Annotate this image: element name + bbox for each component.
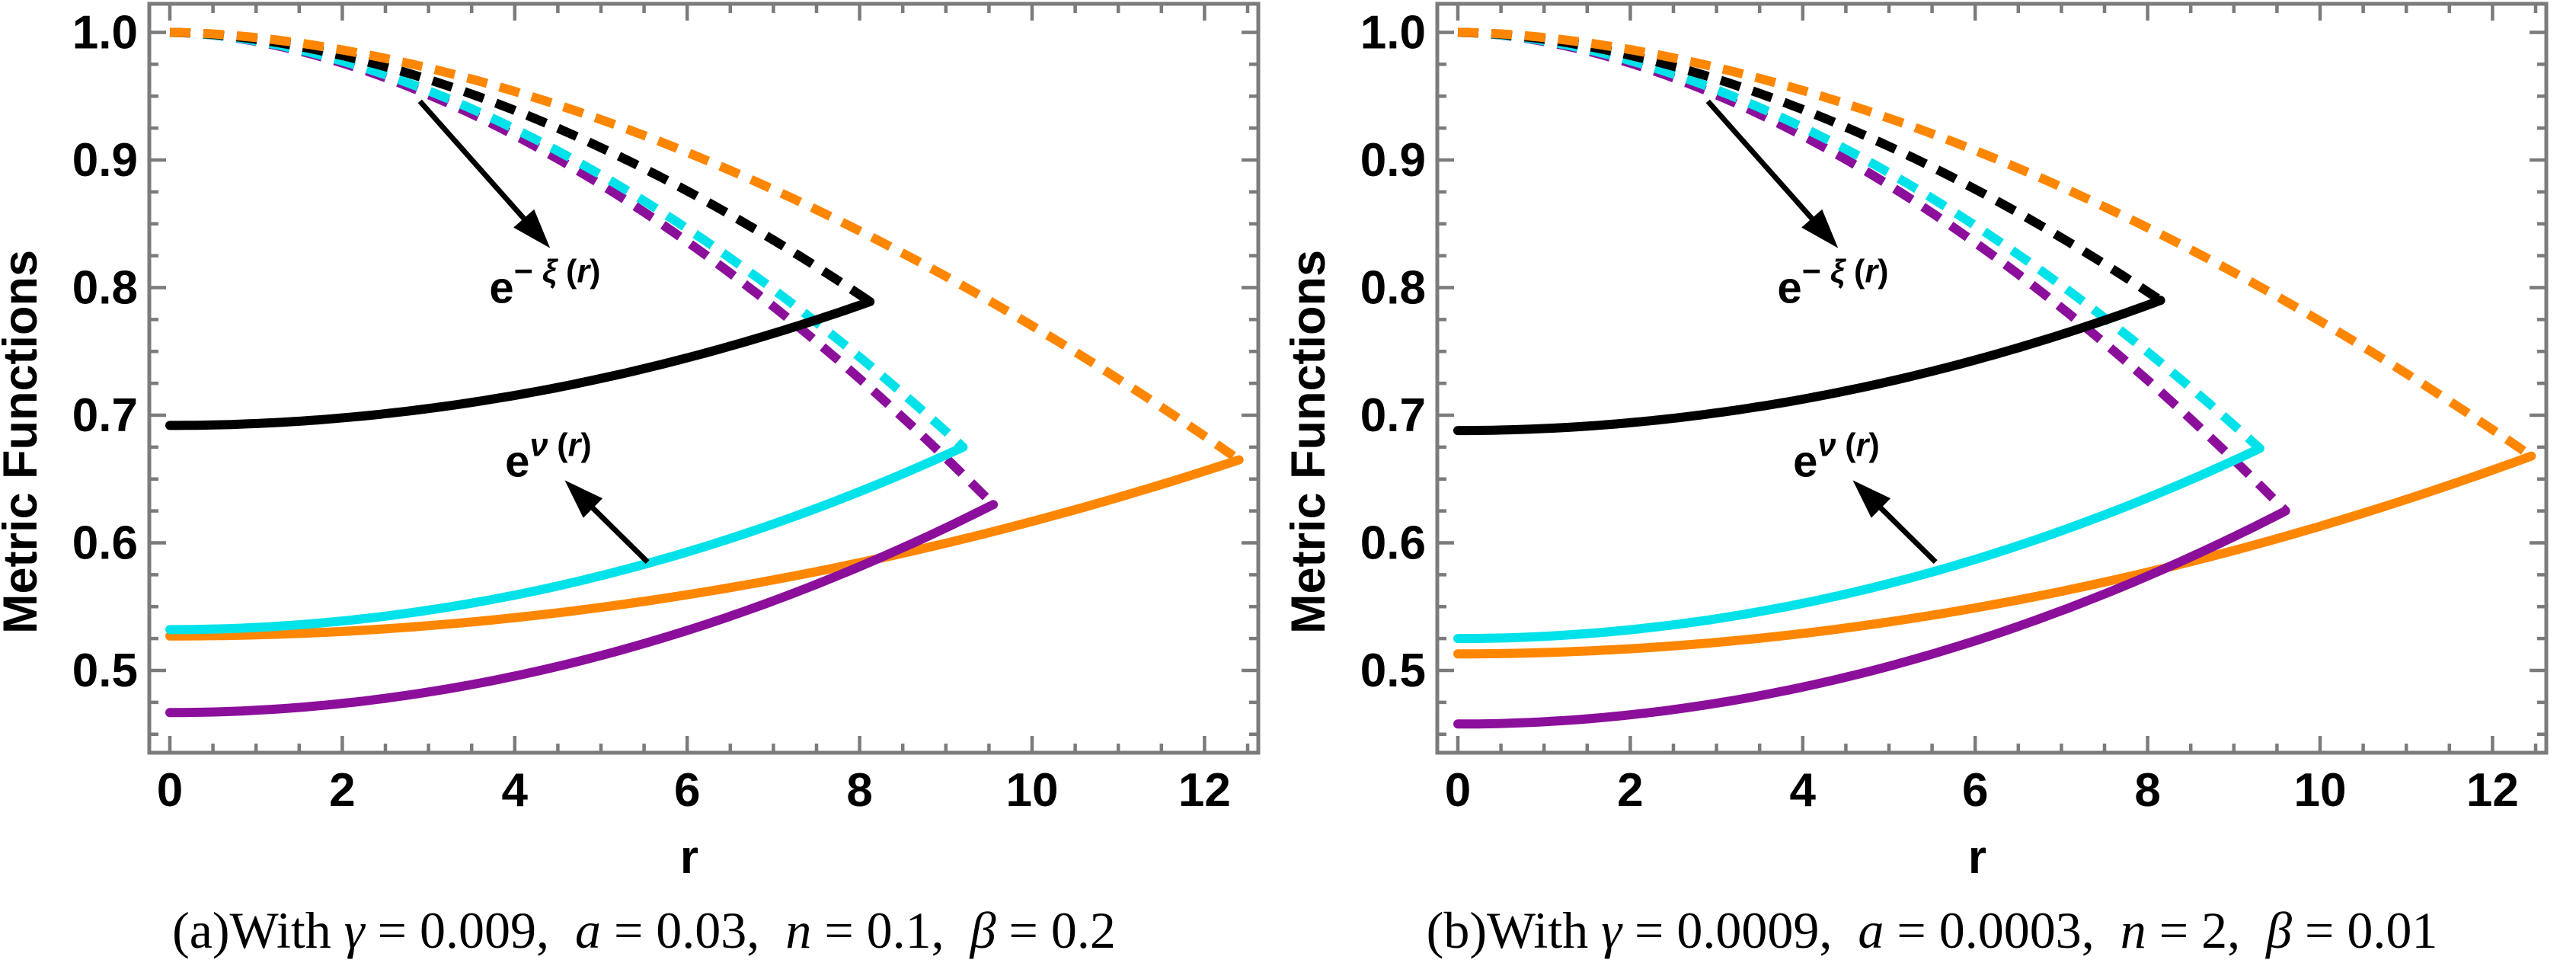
caption-segment: = 2, bbox=[2146, 901, 2267, 959]
panel-a: 0 2 4 6 8 10 12 0.5 0.6 0.7 0.8 0.9 1.0 r Metric Funct… bbox=[0, 2, 1288, 979]
y-axis-label: Metric Functions bbox=[0, 250, 47, 634]
x-tick-label: 10 bbox=[1006, 764, 1059, 817]
caption-segment: β bbox=[2266, 901, 2292, 959]
annotation-nu-label: eν (r) bbox=[1793, 427, 1880, 486]
x-tick-label: 8 bbox=[2134, 764, 2160, 817]
y-tick-label: 0.7 bbox=[72, 389, 138, 442]
series-enu-cyan bbox=[165, 442, 968, 635]
caption-segment: = 0.009, bbox=[364, 901, 575, 959]
caption-segment: γ bbox=[344, 901, 365, 959]
annotation-arrow-shaft bbox=[1705, 99, 1817, 224]
annotation-arrow-head bbox=[1852, 480, 1891, 518]
caption-segment: = 0.03, bbox=[600, 901, 786, 959]
caption-segment: a bbox=[574, 901, 601, 959]
series-exi-cyan bbox=[169, 27, 967, 451]
y-tick-label: 0.9 bbox=[1360, 134, 1426, 187]
annotation-arrow-shaft bbox=[587, 503, 650, 565]
caption-segment: n bbox=[785, 901, 812, 959]
plot-frame bbox=[147, 2, 1261, 755]
x-tick-label: 6 bbox=[1962, 764, 1988, 817]
caption-segment: = 0.2 bbox=[996, 901, 1116, 959]
x-tick-label: 10 bbox=[2294, 764, 2347, 817]
y-tick-label: 0.6 bbox=[1360, 517, 1426, 570]
caption-b: (b)With γ = 0.0009, a = 0.0003, n = 2, β… bbox=[1288, 882, 2576, 979]
annotation-xi-label: e− ξ (r) bbox=[1777, 254, 1888, 313]
x-axis-label: r bbox=[680, 831, 698, 882]
annotation-arrow-head bbox=[564, 480, 603, 518]
x-tick-label: 0 bbox=[1445, 764, 1471, 817]
x-tick-label: 2 bbox=[1617, 764, 1643, 817]
annotation-arrow-head bbox=[513, 209, 551, 248]
annotation-nu-label: eν (r) bbox=[505, 427, 592, 486]
caption-segment: (b)With bbox=[1426, 901, 1602, 959]
annotation-arrow-shaft bbox=[1875, 503, 1938, 565]
x-tick-label: 4 bbox=[1790, 764, 1817, 817]
caption-segment: = 0.1, bbox=[811, 901, 970, 959]
series-exi-orange bbox=[169, 27, 1242, 464]
axis-ticks bbox=[1437, 4, 2546, 753]
caption-segment: = 0.01 bbox=[2291, 901, 2438, 959]
plot-frame bbox=[1435, 2, 2549, 755]
series-enu-orange bbox=[165, 455, 1244, 641]
annotation-arrow-shaft bbox=[417, 99, 529, 224]
y-tick-labels: 0.5 0.6 0.7 0.8 0.9 1.0 bbox=[72, 7, 138, 698]
caption-segment: = 0.0003, bbox=[1884, 901, 2121, 959]
y-tick-label: 0.5 bbox=[1360, 645, 1426, 697]
x-tick-label: 12 bbox=[2466, 764, 2519, 817]
series-enu-purple bbox=[165, 500, 999, 718]
caption-segment: = 0.0009, bbox=[1622, 901, 1858, 959]
series-enu-black bbox=[165, 296, 875, 430]
y-tick-label: 1.0 bbox=[72, 7, 138, 59]
panel-b: 0 2 4 6 8 10 12 0.5 0.6 0.7 0.8 0.9 1.0 r Metric Funct… bbox=[1288, 0, 2576, 979]
caption-segment: γ bbox=[1601, 901, 1622, 959]
plot-a: 0 2 4 6 8 10 12 0.5 0.6 0.7 0.8 0.9 1.0 r Metric Funct… bbox=[0, 2, 1261, 882]
x-tick-label: 8 bbox=[846, 764, 872, 817]
y-tick-label: 0.7 bbox=[1360, 389, 1426, 442]
x-tick-label: 6 bbox=[674, 764, 700, 817]
caption-a: (a)With γ = 0.009, a = 0.03, n = 0.1, β … bbox=[0, 882, 1288, 979]
series-enu-orange bbox=[1453, 451, 2536, 659]
series-enu-purple bbox=[1453, 506, 2290, 729]
y-axis-label: Metric Functions bbox=[1288, 250, 1335, 634]
y-tick-label: 0.8 bbox=[72, 262, 138, 315]
x-tick-labels: 0 2 4 6 8 10 12 bbox=[157, 764, 1231, 817]
x-tick-label: 2 bbox=[329, 764, 355, 817]
x-tick-label: 12 bbox=[1178, 764, 1231, 817]
y-tick-label: 0.9 bbox=[72, 134, 138, 187]
caption-segment: n bbox=[2120, 901, 2146, 959]
x-axis-label: r bbox=[1968, 831, 1986, 882]
caption-segment: (a)With bbox=[172, 901, 344, 959]
series-enu-cyan bbox=[1453, 443, 2264, 644]
y-tick-label: 1.0 bbox=[1360, 7, 1426, 59]
series-exi-orange bbox=[1457, 27, 2534, 460]
series-enu-black bbox=[1453, 296, 2165, 436]
axis-ticks bbox=[149, 4, 1258, 753]
annotation-arrow-head bbox=[1801, 209, 1839, 248]
y-tick-label: 0.6 bbox=[72, 517, 138, 570]
x-tick-labels: 0 2 4 6 8 10 12 bbox=[1445, 764, 2519, 817]
plot-b: 0 2 4 6 8 10 12 0.5 0.6 0.7 0.8 0.9 1.0 r Metric Funct… bbox=[1288, 2, 2549, 882]
x-tick-label: 4 bbox=[502, 764, 529, 817]
y-tick-label: 0.8 bbox=[1360, 262, 1426, 315]
y-tick-labels: 0.5 0.6 0.7 0.8 0.9 1.0 bbox=[1360, 7, 1426, 698]
x-tick-label: 0 bbox=[157, 764, 183, 817]
caption-segment: β bbox=[970, 901, 996, 959]
annotation-xi-label: e− ξ (r) bbox=[489, 254, 600, 313]
caption-segment: a bbox=[1858, 901, 1884, 959]
y-tick-label: 0.5 bbox=[72, 645, 138, 697]
